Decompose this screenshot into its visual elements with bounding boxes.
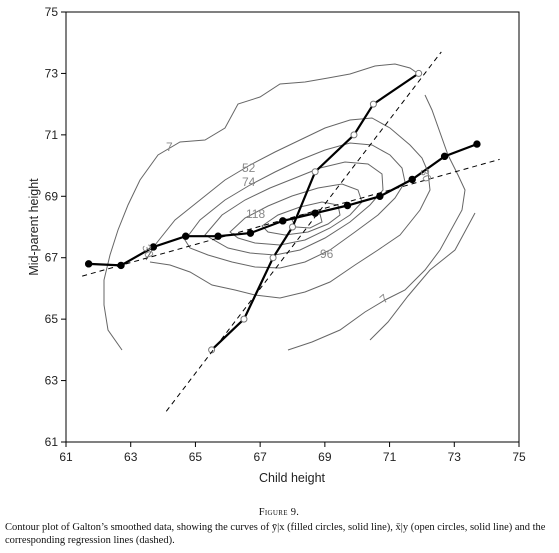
open-circle-point xyxy=(415,69,423,77)
contour-label-74: 74 xyxy=(242,175,256,189)
filled-circle-point xyxy=(343,201,352,210)
contour-label-52: 52 xyxy=(242,161,256,175)
contour-label-7-top: 7 xyxy=(166,140,173,154)
filled-circle-point xyxy=(84,260,93,268)
x-tick-label: 61 xyxy=(59,450,73,464)
filled-circle-point xyxy=(440,152,449,161)
contour-label-30-right: 30 xyxy=(417,167,435,184)
contour-label-96: 96 xyxy=(320,247,334,261)
regression-line-2 xyxy=(82,158,500,277)
y-tick-label: 75 xyxy=(45,5,59,19)
contour-level-118 xyxy=(261,201,341,236)
x-tick-label: 65 xyxy=(189,450,203,464)
filled-circle-point xyxy=(246,229,255,237)
regression-line-3 xyxy=(165,51,442,412)
y-tick-label: 65 xyxy=(45,312,59,326)
open-circle-point xyxy=(350,131,358,139)
contour-level-52 xyxy=(184,142,406,269)
y-tick-label: 61 xyxy=(45,435,59,449)
figure-caption: Figure 9. Contour plot of Galton’s smoot… xyxy=(5,506,553,547)
open-circle-point xyxy=(289,223,296,231)
contour-level-30 xyxy=(145,117,431,299)
filled-circle-point xyxy=(408,175,416,184)
filled-circle-point xyxy=(376,192,384,200)
filled-circle-point xyxy=(473,140,481,148)
x-tick-label: 63 xyxy=(124,450,138,464)
filled-circle-point xyxy=(279,217,287,225)
x-axis-title: Child height xyxy=(259,471,326,485)
filled-circle-point xyxy=(182,232,190,240)
y-tick-label: 67 xyxy=(45,251,59,265)
x-tick-label: 73 xyxy=(448,450,462,464)
plot-frame xyxy=(65,11,520,443)
x-tick-label: 67 xyxy=(253,450,267,464)
y-axis: 61 63 65 67 69 71 73 75 xyxy=(45,5,66,449)
filled-circle-point xyxy=(311,209,319,217)
open-circle-point xyxy=(240,315,248,323)
filled-circle-point xyxy=(149,243,158,251)
open-circle-point xyxy=(369,100,377,108)
open-circle-point xyxy=(311,168,319,176)
series-layer xyxy=(82,51,500,412)
x-tick-label: 69 xyxy=(318,450,332,464)
x-tick-label: 71 xyxy=(383,450,397,464)
contour-label-30-left: 30 xyxy=(139,243,157,260)
contour-labels: 7 52 74 118 96 7 30 30 xyxy=(139,140,435,306)
contour-level-7 xyxy=(103,63,466,351)
contour-chart: 61 63 65 67 69 71 73 75 61 63 65 67 69 71 73 75 7 52 7… xyxy=(27,5,526,485)
y-tick-label: 73 xyxy=(45,66,59,80)
filled-circle-point xyxy=(214,232,222,240)
series-line-1 xyxy=(210,72,420,351)
y-tick-label: 71 xyxy=(45,128,59,142)
y-tick-label: 63 xyxy=(45,374,59,388)
figure-caption-title: Figure 9. xyxy=(258,507,300,518)
figure-caption-text: Contour plot of Galton’s smoothed data, … xyxy=(5,522,546,547)
y-axis-title: Mid-parent height xyxy=(27,178,41,276)
x-tick-label: 75 xyxy=(512,450,526,464)
y-tick-label: 69 xyxy=(45,189,59,203)
x-axis: 61 63 65 67 69 71 73 75 xyxy=(59,442,526,464)
contour-label-118: 118 xyxy=(246,207,265,221)
contour-level-74 xyxy=(204,161,384,256)
open-circle-point xyxy=(269,254,277,262)
contour-level-7-right xyxy=(369,212,476,341)
contour-lines xyxy=(103,63,476,351)
